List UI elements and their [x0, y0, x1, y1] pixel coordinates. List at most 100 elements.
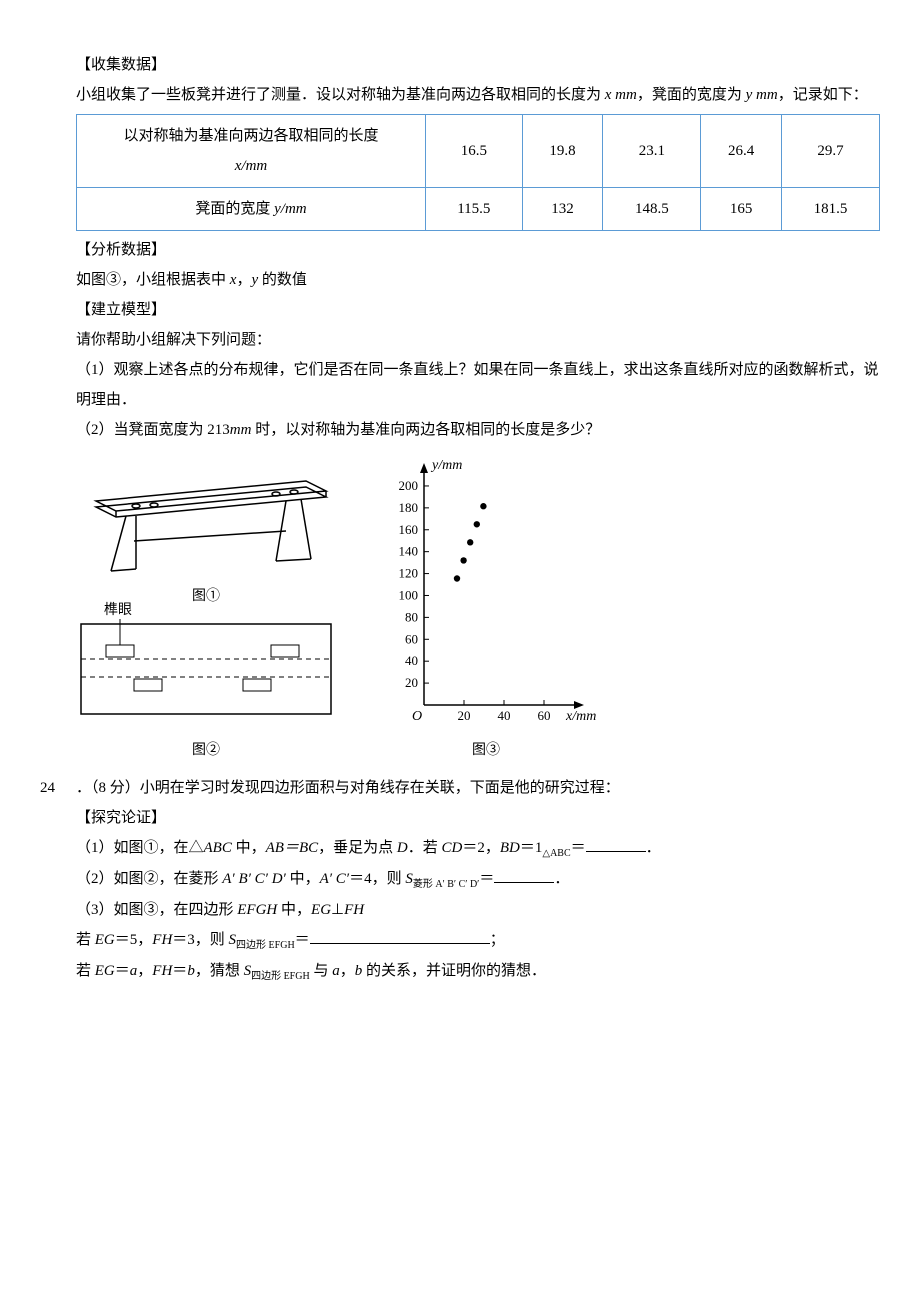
mortise-figure [76, 619, 336, 724]
t: ＝ [115, 963, 130, 979]
unit-mm: mm [230, 422, 252, 438]
t: 若 [76, 963, 95, 979]
table-row: 凳面的宽度 y/mm 115.5 132 148.5 165 181.5 [77, 188, 880, 231]
t: 若 [76, 932, 95, 948]
svg-text:120: 120 [399, 566, 419, 581]
model-intro: 请你帮助小组解决下列问题： [40, 325, 880, 355]
t: （2）当凳面宽度为 213 [76, 422, 230, 438]
svg-text:200: 200 [399, 478, 419, 493]
figures-left-col: 图① 榫眼 图② [76, 461, 336, 765]
svg-text:180: 180 [399, 500, 419, 515]
row2-header: 凳面的宽度 y/mm [77, 188, 426, 231]
t: （3）如图③，在四边形 [76, 902, 237, 918]
collect-body: 小组收集了一些板凳并进行了测量．设以对称轴为基准向两边各取相同的长度为 x mm… [40, 80, 880, 110]
p24-5: 若 EG＝a，FH＝b，猜想 S四边形 EFGH 与 a，b 的关系，并证明你的… [40, 956, 880, 987]
cell: 23.1 [603, 115, 701, 188]
mortise-label: 榫眼 [104, 597, 132, 625]
row1-header-bot: x/mm [81, 151, 421, 181]
data-table: 以对称轴为基准向两边各取相同的长度 x/mm 16.5 19.8 23.1 26… [76, 114, 880, 231]
q24-intro: ．（8 分）小明在学习时发现四边形面积与对角线存在关联，下面是他的研究过程： [76, 773, 620, 803]
t: 的关系，并证明你的猜想． [362, 963, 546, 979]
blank-long [310, 928, 490, 944]
fig1-label: 图① [192, 583, 220, 611]
t: ＝ [479, 871, 494, 887]
row1-header: 以对称轴为基准向两边各取相同的长度 x/mm [77, 115, 426, 188]
t: ＝ [571, 840, 586, 856]
t: ＝3，则 [172, 932, 228, 948]
collect-heading: 【收集数据】 [40, 50, 880, 80]
q24-num: 24 [40, 773, 76, 803]
t: ，记录如下： [778, 87, 868, 103]
sub-quad: 四边形 EFGH [236, 940, 295, 951]
t: ．若 [408, 840, 442, 856]
svg-text:160: 160 [399, 522, 419, 537]
t: 小组收集了一些板凳并进行了测量．设以对称轴为基准向两边各取相同的长度为 [76, 87, 605, 103]
a2: a [332, 963, 340, 979]
t: ， [236, 272, 251, 288]
CD: CD [442, 840, 463, 856]
t: ，凳面的宽度为 [637, 87, 746, 103]
data-table-wrap: 以对称轴为基准向两边各取相同的长度 x/mm 16.5 19.8 23.1 26… [40, 114, 880, 231]
svg-text:x/mm: x/mm [565, 709, 596, 724]
var-y-mm: y mm [746, 87, 778, 103]
t: 的数值 [258, 272, 307, 288]
svg-text:y/mm: y/mm [430, 458, 462, 473]
t: ＝ [295, 932, 310, 948]
var-x-mm: x mm [605, 87, 637, 103]
eg: EG [311, 902, 331, 918]
chart-col: 20406080100120140160180200204060Oy/mmx/m… [376, 455, 596, 765]
fh: FH [152, 932, 172, 948]
eg: EG [95, 963, 115, 979]
cell: 29.7 [782, 115, 880, 188]
cell: 115.5 [426, 188, 523, 231]
fig3-label: 图③ [472, 737, 500, 765]
analyze-body: 如图③，小组根据表中 x，y 的数值 [40, 265, 880, 295]
t: 时，以对称轴为基准向两边各取相同的长度是多少？ [251, 422, 600, 438]
fh: FH [344, 902, 364, 918]
t: y/mm [274, 201, 307, 217]
row1-header-top: 以对称轴为基准向两边各取相同的长度 [81, 121, 421, 151]
t: ， [137, 963, 152, 979]
D: D [397, 840, 408, 856]
ab-bc: AB＝BC [266, 840, 319, 856]
t: ＝5， [115, 932, 153, 948]
scatter-chart: 20406080100120140160180200204060Oy/mmx/m… [376, 455, 596, 735]
cell: 19.8 [522, 115, 603, 188]
cell: 132 [522, 188, 603, 231]
svg-text:20: 20 [458, 708, 471, 723]
sub-abc: △ABC [542, 848, 570, 859]
S: S [244, 963, 252, 979]
t: ＝1 [520, 840, 543, 856]
t: ， [340, 963, 355, 979]
figures-row: 图① 榫眼 图② 2040608010012014016018020020406… [40, 455, 880, 765]
n: 24 [40, 780, 55, 796]
BD: BD [500, 840, 520, 856]
svg-text:O: O [412, 709, 422, 724]
t: ＝2， [462, 840, 500, 856]
p24-3: （3）如图③，在四边形 EFGH 中，EG⊥FH [40, 895, 880, 925]
svg-text:60: 60 [405, 631, 418, 646]
cell: 181.5 [782, 188, 880, 231]
svg-text:40: 40 [405, 653, 418, 668]
t: 中， [286, 871, 320, 887]
t: 如图③，小组根据表中 [76, 272, 230, 288]
cell: 16.5 [426, 115, 523, 188]
blank [494, 867, 554, 883]
fig2-label: 图② [192, 737, 220, 765]
t: 中， [277, 902, 311, 918]
period: ． [554, 871, 569, 887]
explore-heading: 【探究论证】 [40, 803, 880, 833]
sub-quad2: 四边形 EFGH [251, 971, 310, 982]
analyze-heading: 【分析数据】 [40, 235, 880, 265]
S: S [405, 871, 413, 887]
model-heading: 【建立模型】 [40, 295, 880, 325]
t: 凳面的宽度 [195, 201, 274, 217]
p24-2: （2）如图②，在菱形 A′ B′ C′ D′ 中，A′ C′＝4，则 S菱形 A… [40, 864, 880, 895]
bench-figure [76, 461, 336, 581]
svg-text:20: 20 [405, 675, 418, 690]
b: b [187, 963, 195, 979]
t: （1）如图①，在△ [76, 840, 204, 856]
svg-text:140: 140 [399, 544, 419, 559]
t: ＝ [172, 963, 187, 979]
S: S [229, 932, 237, 948]
